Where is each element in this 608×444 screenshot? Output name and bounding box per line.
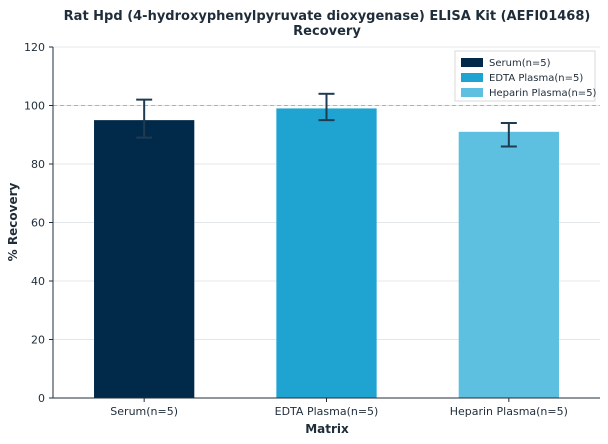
y-tick-label: 40 [31,275,45,288]
legend: Serum(n=5) EDTA Plasma(n=5) Heparin Plasma… [454,50,597,102]
x-axis-ticks: Serum(n=5) EDTA Plasma(n=5) Heparin Plasma… [110,398,568,418]
legend-label: Serum(n=5) [489,58,551,69]
y-tick-label: 20 [31,334,45,347]
y-axis-title: % Recovery [6,183,20,262]
y-tick-label: 120 [24,41,45,54]
legend-swatch [461,88,483,97]
legend-swatch [461,73,483,82]
legend-label: Heparin Plasma(n=5) [489,88,597,99]
x-tick-label: Heparin Plasma(n=5) [450,405,568,418]
chart-title-line-1: Rat Hpd (4-hydroxyphenylpyruvate dioxyge… [64,9,591,24]
y-tick-label: 80 [31,158,45,171]
bars [94,108,559,399]
bar [458,131,559,398]
y-tick-label: 60 [31,217,45,230]
x-tick-label: Serum(n=5) [110,405,178,418]
y-tick-label: 100 [24,100,45,113]
x-axis-title: Matrix [305,422,349,436]
chart-title-line-2: Recovery [293,24,361,39]
bar [276,108,377,399]
y-axis-ticks: 0 20 40 60 80 100 120 [24,41,53,405]
x-tick-label: EDTA Plasma(n=5) [275,405,379,418]
legend-label: EDTA Plasma(n=5) [489,73,583,84]
legend-swatch [461,58,483,67]
legend-entries: Serum(n=5) EDTA Plasma(n=5) Heparin Plasma… [461,58,597,99]
y-tick-label: 0 [38,392,45,405]
bar [94,120,195,398]
error-bars [136,92,517,148]
